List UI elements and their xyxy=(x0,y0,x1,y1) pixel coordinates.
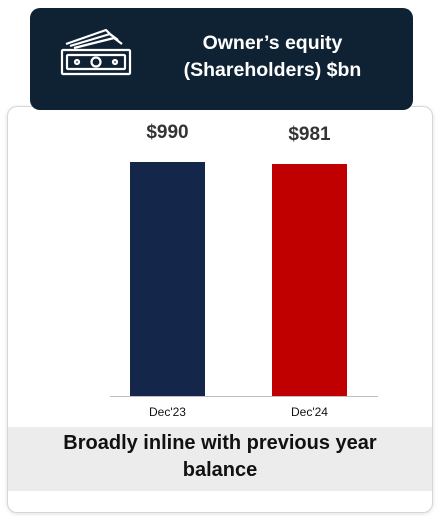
money-icon xyxy=(60,28,132,76)
bar xyxy=(130,162,205,396)
x-tick-label: Dec'23 xyxy=(149,405,186,419)
footer: Broadly inline with previous year balanc… xyxy=(8,427,432,491)
card: Broadly inline with previous year balanc… xyxy=(7,106,433,513)
chart-title: Owner’s equity (Shareholders) $bn xyxy=(183,32,362,81)
value-label: $990 xyxy=(146,122,189,143)
baseline xyxy=(110,396,378,397)
bar xyxy=(272,164,347,396)
value-label: $981 xyxy=(288,124,331,146)
x-tick-label: Dec'24 xyxy=(291,405,328,419)
header: Owner’s equity (Shareholders) $bn xyxy=(30,8,413,110)
caption: Broadly inline with previous year balanc… xyxy=(63,432,377,481)
